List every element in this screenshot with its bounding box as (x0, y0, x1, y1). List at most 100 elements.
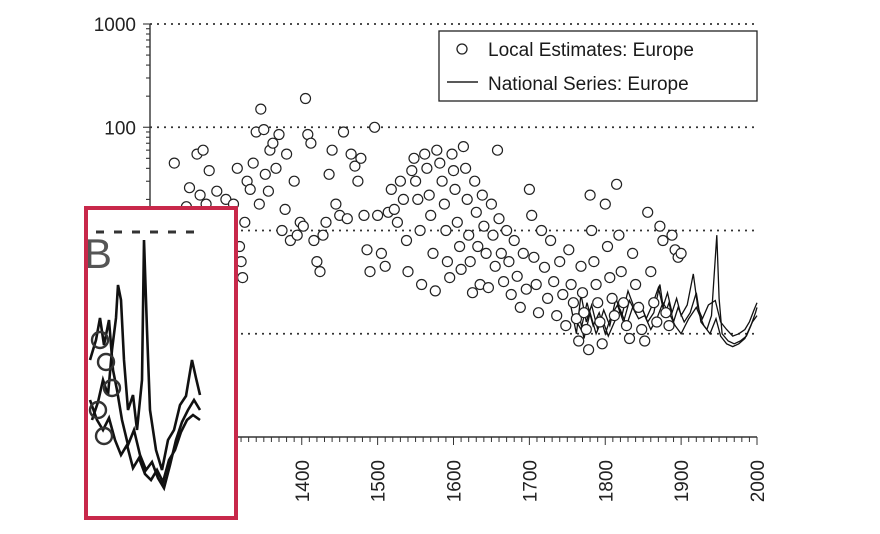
data-point (440, 224, 452, 237)
data-point (517, 247, 529, 259)
data-point (501, 224, 513, 237)
national-series-lines (570, 235, 758, 348)
data-point (255, 103, 267, 115)
data-point (617, 297, 630, 309)
data-point (326, 144, 338, 156)
data-point (345, 148, 357, 160)
data-point (262, 185, 274, 197)
data-point (391, 216, 403, 228)
data-point (364, 266, 376, 278)
data-point (320, 216, 332, 228)
data-point (457, 141, 469, 153)
data-point (423, 189, 435, 201)
data-point (532, 307, 545, 319)
data-point (258, 124, 270, 136)
data-point (582, 344, 595, 356)
legend-box (438, 30, 758, 102)
inset-series-line (88, 399, 201, 486)
x-tick-label: 1600 (445, 460, 466, 502)
data-point (495, 247, 507, 259)
data-point (291, 229, 303, 241)
data-point (299, 92, 312, 105)
data-point (429, 285, 441, 297)
data-point (523, 183, 536, 195)
data-point (267, 137, 279, 149)
data-point (530, 278, 542, 291)
legend: Local Estimates: Europe National Series:… (438, 30, 758, 102)
data-point (441, 256, 453, 268)
data-point (594, 316, 606, 328)
data-point (385, 183, 397, 195)
data-point (541, 292, 554, 304)
data-point (570, 313, 583, 325)
data-point (567, 297, 580, 309)
data-point (463, 229, 475, 241)
x-tick-label: 1900 (672, 460, 693, 502)
x-tick-label: 2000 (748, 460, 769, 502)
data-point (472, 240, 484, 253)
data-point (538, 261, 551, 273)
data-point (406, 165, 418, 177)
data-point (511, 270, 523, 282)
data-point (485, 198, 497, 210)
data-point (460, 162, 472, 174)
data-point (660, 307, 672, 319)
data-point (548, 276, 560, 288)
data-point (330, 198, 342, 210)
local-estimates-points (152, 92, 687, 356)
data-point (469, 175, 481, 187)
data-point (514, 301, 526, 313)
data-point (419, 148, 431, 160)
data-point (645, 266, 657, 278)
data-point (663, 320, 675, 332)
data-point (427, 247, 439, 259)
data-point (565, 278, 577, 291)
data-point (454, 240, 466, 253)
data-point (449, 183, 461, 195)
data-point (231, 162, 243, 174)
data-point (247, 157, 259, 169)
data-point (455, 263, 467, 275)
data-point (601, 240, 614, 253)
data-point (557, 288, 569, 301)
data-point (421, 162, 433, 174)
data-point (648, 297, 660, 309)
inset-point (96, 352, 116, 372)
data-point (657, 234, 669, 247)
data-point (639, 335, 651, 347)
data-point (584, 189, 596, 201)
legend-marker-circle (456, 43, 468, 55)
data-point (626, 247, 639, 259)
data-point (596, 338, 608, 350)
data-point (651, 316, 663, 328)
data-point (270, 162, 282, 174)
data-point (281, 148, 293, 160)
data-point (369, 121, 381, 133)
data-point (244, 183, 256, 195)
data-point (554, 256, 566, 268)
data-point (425, 209, 437, 221)
inset-point (90, 330, 110, 350)
data-point (604, 272, 616, 284)
data-point (194, 189, 206, 201)
data-point (503, 256, 515, 268)
data-point (444, 272, 456, 284)
data-point (273, 128, 285, 141)
x-tick-label: 1400 (293, 460, 314, 502)
data-point (505, 288, 517, 301)
data-point (361, 244, 373, 256)
data-point (520, 283, 532, 295)
data-point (297, 220, 309, 232)
data-point (341, 213, 353, 225)
data-point (590, 278, 602, 291)
data-point (573, 335, 585, 347)
data-point (620, 320, 633, 332)
data-point (642, 206, 654, 218)
data-point (239, 216, 251, 228)
y-tick-label: 1000 (94, 15, 136, 36)
data-point (480, 247, 492, 259)
data-point (578, 307, 590, 319)
data-point (436, 175, 448, 187)
data-point (314, 266, 326, 278)
